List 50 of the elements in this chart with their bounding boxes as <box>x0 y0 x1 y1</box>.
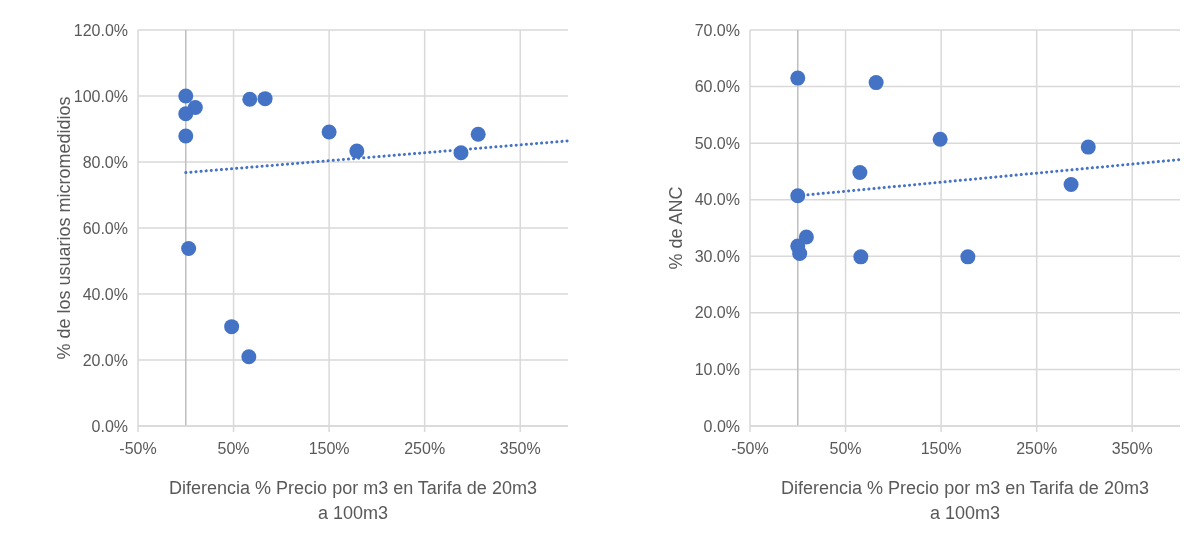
point <box>960 249 976 265</box>
point <box>932 131 948 147</box>
point <box>178 88 194 104</box>
y-tick-label: 20.0% <box>694 304 740 322</box>
y-tick-label: 60.0% <box>694 78 740 96</box>
point <box>1080 139 1096 155</box>
x-tick-label: 350% <box>499 440 541 457</box>
point <box>470 126 486 142</box>
x-tick-label: 150% <box>920 440 962 457</box>
y-tick-label: 120.0% <box>73 21 128 39</box>
point <box>790 188 806 204</box>
x-tick-label: 250% <box>404 440 446 457</box>
point <box>798 229 814 245</box>
point <box>349 143 365 159</box>
y-tick-label: 30.0% <box>694 247 740 265</box>
point <box>241 349 257 365</box>
x-tick-label: 350% <box>1111 440 1153 457</box>
x-axis-title: Diferencia % Precio por m3 en Tarifa de 20m3 a 100m3 <box>781 478 1149 523</box>
x-tick-label: 50% <box>217 440 250 457</box>
y-tick-label: 0.0% <box>703 417 740 435</box>
x-tick-label: 50% <box>829 440 862 457</box>
y-tick-label: 100.0% <box>73 87 128 105</box>
point <box>1063 176 1079 192</box>
x-tick-label: -50% <box>731 440 769 457</box>
y-tick-label: 50.0% <box>694 134 740 152</box>
x-tick-label: 250% <box>1016 440 1058 457</box>
point <box>853 249 869 265</box>
point <box>224 319 240 335</box>
y-axis-title: % de ANC <box>666 186 686 270</box>
y-tick-label: 70.0% <box>694 21 740 39</box>
point <box>257 91 273 107</box>
x-tick-label: -50% <box>119 440 157 457</box>
point <box>242 91 258 107</box>
point <box>321 124 337 140</box>
y-axis-title: % de los usuarios micromedidios <box>54 96 74 360</box>
point <box>868 75 884 91</box>
y-tick-label: 10.0% <box>694 361 740 379</box>
y-tick-label: 20.0% <box>82 351 128 369</box>
x-tick-label: 150% <box>308 440 350 457</box>
point <box>181 240 197 256</box>
point <box>852 165 868 181</box>
y-tick-label: 80.0% <box>82 153 128 171</box>
point <box>178 106 194 122</box>
x-axis-title: Diferencia % Precio por m3 en Tarifa de 20m3 a 100m3 <box>169 478 537 523</box>
y-tick-label: 0.0% <box>91 417 128 435</box>
y-tick-label: 40.0% <box>694 191 740 209</box>
point <box>178 128 194 144</box>
y-tick-label: 40.0% <box>82 285 128 303</box>
point <box>790 70 806 86</box>
y-tick-label: 60.0% <box>82 219 128 237</box>
